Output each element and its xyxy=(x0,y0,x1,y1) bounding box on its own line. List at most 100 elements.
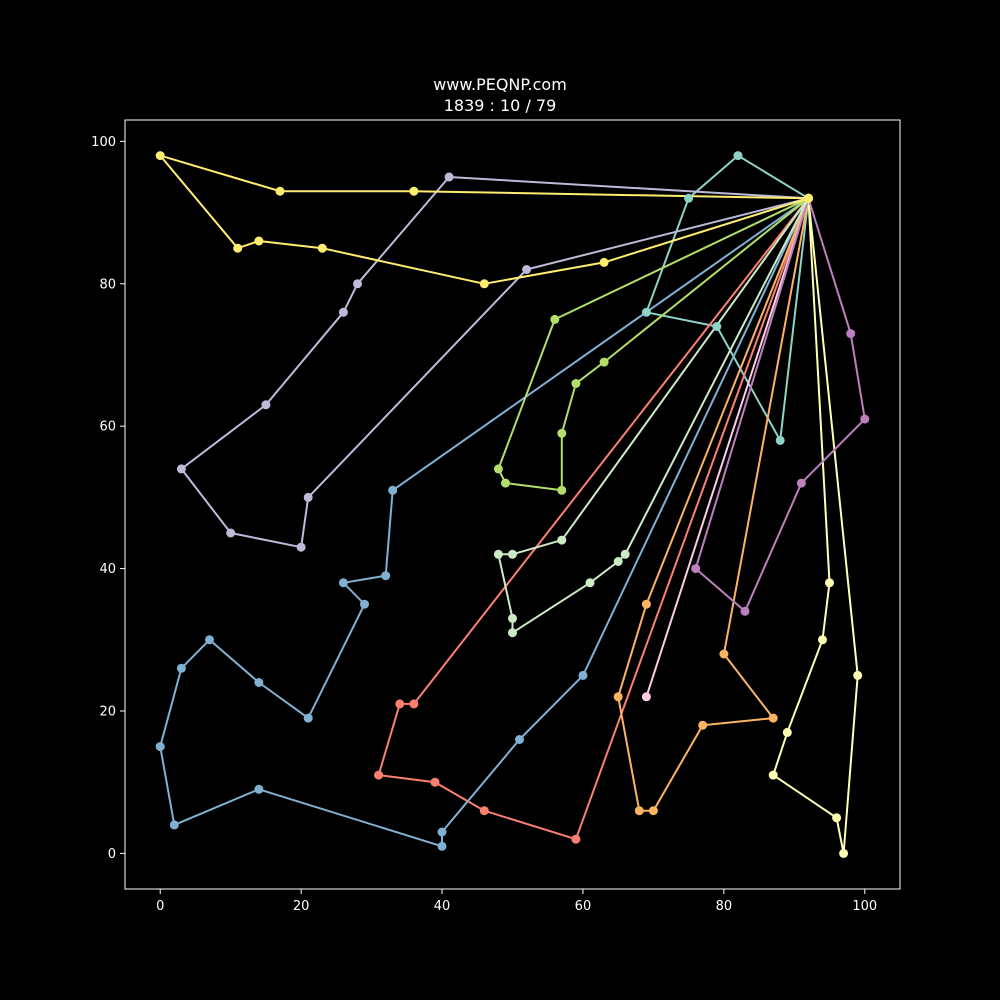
x-tick-label: 60 xyxy=(575,899,592,914)
route-3-point-8 xyxy=(303,492,313,502)
route-7-point-2 xyxy=(493,464,503,474)
route-10-point-2 xyxy=(613,557,623,566)
route-11-point-3 xyxy=(155,151,165,161)
x-tick-label: 0 xyxy=(156,899,164,914)
route-5-point-14 xyxy=(515,735,524,744)
route-1-point-2 xyxy=(684,193,694,203)
route-3-point-7 xyxy=(296,542,306,552)
axes-frame xyxy=(124,119,901,890)
route-11-point-9 xyxy=(803,193,813,203)
y-tick-label: 80 xyxy=(99,277,116,292)
route-3-point-6 xyxy=(226,528,236,538)
route-5-point-8 xyxy=(176,663,186,673)
route-2-point-3 xyxy=(832,813,842,823)
route-3-point-4 xyxy=(261,400,271,410)
route-11-point-2 xyxy=(275,186,285,196)
route-5-point-9 xyxy=(155,742,165,752)
route-11-point-7 xyxy=(479,279,489,289)
route-9-point-5 xyxy=(691,564,701,574)
route-4-point-4 xyxy=(430,777,440,787)
route-7-point-3 xyxy=(501,478,510,488)
y-tick-label: 60 xyxy=(99,420,116,435)
route-10-point-6 xyxy=(493,549,503,559)
route-5-point-1 xyxy=(388,485,398,495)
route-2-point-2 xyxy=(839,848,849,858)
route-11-point-4 xyxy=(233,243,243,253)
route-4-point-6 xyxy=(571,834,581,844)
route-10-point-4 xyxy=(508,628,517,638)
route-6-point-6 xyxy=(613,692,623,702)
route-7-point-6 xyxy=(571,379,581,388)
x-tick-label: 20 xyxy=(293,899,310,914)
y-tick-label: 100 xyxy=(91,135,116,150)
route-line-11 xyxy=(159,154,809,285)
route-3-point-9 xyxy=(522,265,532,274)
route-3-point-1 xyxy=(444,172,454,182)
route-11-point-5 xyxy=(254,236,264,246)
route-3-point-5 xyxy=(176,464,186,474)
route-3-point-3 xyxy=(338,307,348,317)
route-9-point-4 xyxy=(740,606,750,616)
route-5-point-2 xyxy=(381,571,391,581)
route-11-point-8 xyxy=(599,257,609,267)
x-tick-label: 100 xyxy=(852,899,877,914)
route-7-point-5 xyxy=(557,428,567,438)
route-5-point-10 xyxy=(169,820,179,830)
route-5-point-7 xyxy=(205,635,214,645)
route-9-point-1 xyxy=(846,329,856,339)
route-5-point-13 xyxy=(437,827,447,837)
route-5-point-5 xyxy=(303,713,313,723)
route-5-point-4 xyxy=(360,599,369,609)
route-4-point-1 xyxy=(409,699,419,709)
route-9-point-3 xyxy=(796,478,806,488)
route-1-point-5 xyxy=(775,435,785,445)
route-4-point-3 xyxy=(374,770,384,780)
route-5-point-6 xyxy=(254,678,264,687)
y-tick-label: 0 xyxy=(108,847,116,862)
route-11-point-6 xyxy=(317,243,327,253)
y-tick-label: 40 xyxy=(99,562,116,577)
route-2-point-4 xyxy=(768,770,778,780)
route-4-point-2 xyxy=(395,699,405,709)
route-5-point-3 xyxy=(338,578,348,588)
route-1-point-4 xyxy=(712,322,722,331)
route-6-point-4 xyxy=(648,806,658,816)
route-2-point-7 xyxy=(825,578,834,588)
route-10-point-8 xyxy=(557,535,567,545)
route-10-point-5 xyxy=(508,613,517,623)
route-1-point-3 xyxy=(641,307,651,317)
route-6-point-2 xyxy=(768,713,778,723)
route-11-point-1 xyxy=(409,186,419,196)
route-1-point-1 xyxy=(733,151,743,161)
route-line-5 xyxy=(159,197,810,848)
route-line-3 xyxy=(180,176,809,549)
route-2-point-6 xyxy=(818,635,827,645)
route-6-point-3 xyxy=(698,720,708,730)
route-line-8 xyxy=(645,197,810,698)
route-2-point-5 xyxy=(782,727,792,737)
route-line-10 xyxy=(497,197,810,634)
route-4-point-5 xyxy=(479,806,489,816)
x-tick-label: 80 xyxy=(716,899,733,914)
route-7-point-7 xyxy=(599,357,609,367)
route-5-point-11 xyxy=(254,784,264,794)
route-line-4 xyxy=(377,197,810,841)
route-10-point-7 xyxy=(508,549,517,559)
route-8-point-1 xyxy=(641,692,651,702)
route-6-point-5 xyxy=(634,806,644,816)
route-6-point-1 xyxy=(719,649,729,659)
y-tick-label: 20 xyxy=(99,704,116,719)
chart-subtitle: 1839 : 10 / 79 xyxy=(443,96,557,115)
route-5-point-15 xyxy=(578,670,588,680)
route-2-point-1 xyxy=(853,670,863,680)
route-7-point-4 xyxy=(557,485,567,495)
route-6-point-7 xyxy=(641,599,651,609)
x-tick-label: 40 xyxy=(434,899,451,914)
route-3-point-2 xyxy=(353,279,362,289)
route-9-point-2 xyxy=(860,414,870,424)
route-10-point-3 xyxy=(585,578,595,588)
route-7-point-1 xyxy=(550,314,560,324)
route-10-point-1 xyxy=(620,549,630,559)
